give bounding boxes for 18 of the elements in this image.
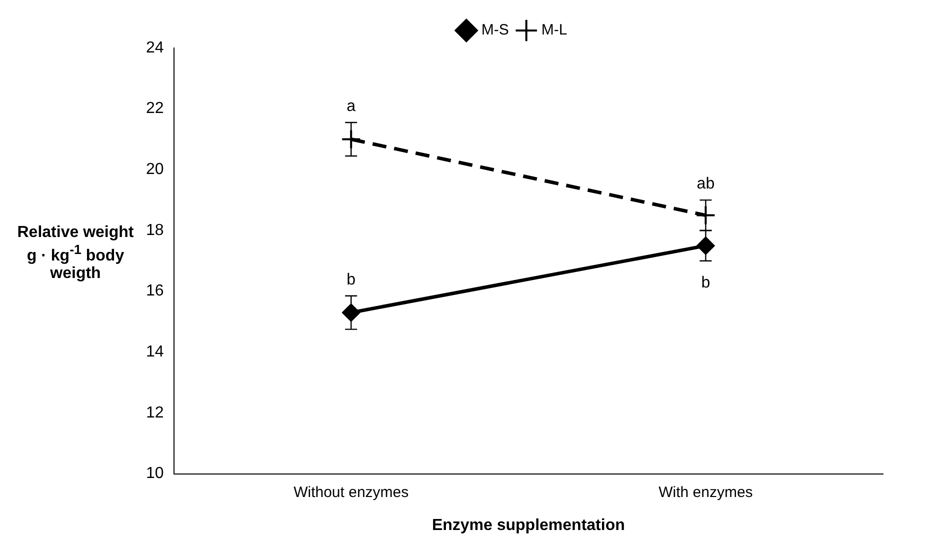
y-axis-title: Relative weight g · kg$^{-1}$ body weigth (16, 224, 135, 284)
y-tick-label: 14 (146, 344, 164, 361)
annotation: b (701, 274, 710, 292)
y-tick-label: 16 (146, 282, 164, 300)
y-tick-label: 10 (146, 465, 164, 482)
annotation: b (346, 271, 356, 288)
annotation: ab (696, 175, 715, 192)
annotation: a (346, 98, 356, 115)
y-tick-label: 24 (146, 39, 164, 56)
legend-label: M-S (481, 22, 509, 39)
x-tick-label: With enzymes (658, 484, 753, 501)
legend-label: M-L (541, 22, 568, 39)
y-tick-label: 18 (146, 222, 164, 239)
y-tick-label: 12 (146, 404, 164, 422)
y-tick-label: 22 (146, 100, 164, 118)
y-tick-label: 20 (146, 161, 164, 178)
x-axis-title: Enzyme supplementation (432, 516, 625, 534)
x-tick-label: Without enzymes (294, 484, 409, 501)
